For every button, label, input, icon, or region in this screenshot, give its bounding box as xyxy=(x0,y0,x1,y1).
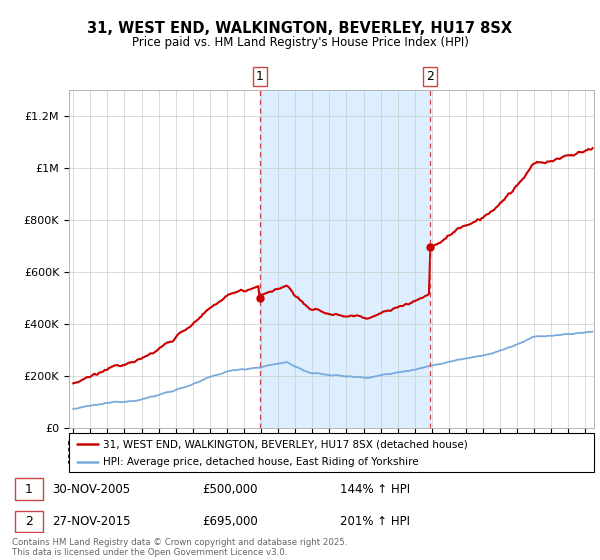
Text: 1: 1 xyxy=(256,69,263,83)
Text: 201% ↑ HPI: 201% ↑ HPI xyxy=(340,515,410,528)
Text: 1: 1 xyxy=(25,483,32,496)
Text: 144% ↑ HPI: 144% ↑ HPI xyxy=(340,483,410,496)
Bar xyxy=(15,511,43,532)
Text: 31, WEST END, WALKINGTON, BEVERLEY, HU17 8SX: 31, WEST END, WALKINGTON, BEVERLEY, HU17… xyxy=(88,21,512,36)
Text: 31, WEST END, WALKINGTON, BEVERLEY, HU17 8SX (detached house): 31, WEST END, WALKINGTON, BEVERLEY, HU17… xyxy=(103,439,468,449)
Text: Price paid vs. HM Land Registry's House Price Index (HPI): Price paid vs. HM Land Registry's House … xyxy=(131,36,469,49)
Text: 30-NOV-2005: 30-NOV-2005 xyxy=(52,483,130,496)
Text: 2: 2 xyxy=(427,69,434,83)
Bar xyxy=(260,90,430,428)
Text: HPI: Average price, detached house, East Riding of Yorkshire: HPI: Average price, detached house, East… xyxy=(103,457,419,467)
Text: £695,000: £695,000 xyxy=(202,515,258,528)
Text: 2: 2 xyxy=(25,515,32,528)
Text: Contains HM Land Registry data © Crown copyright and database right 2025.
This d: Contains HM Land Registry data © Crown c… xyxy=(12,538,347,557)
Text: 27-NOV-2015: 27-NOV-2015 xyxy=(52,515,131,528)
Text: £500,000: £500,000 xyxy=(202,483,257,496)
Bar xyxy=(15,478,43,500)
